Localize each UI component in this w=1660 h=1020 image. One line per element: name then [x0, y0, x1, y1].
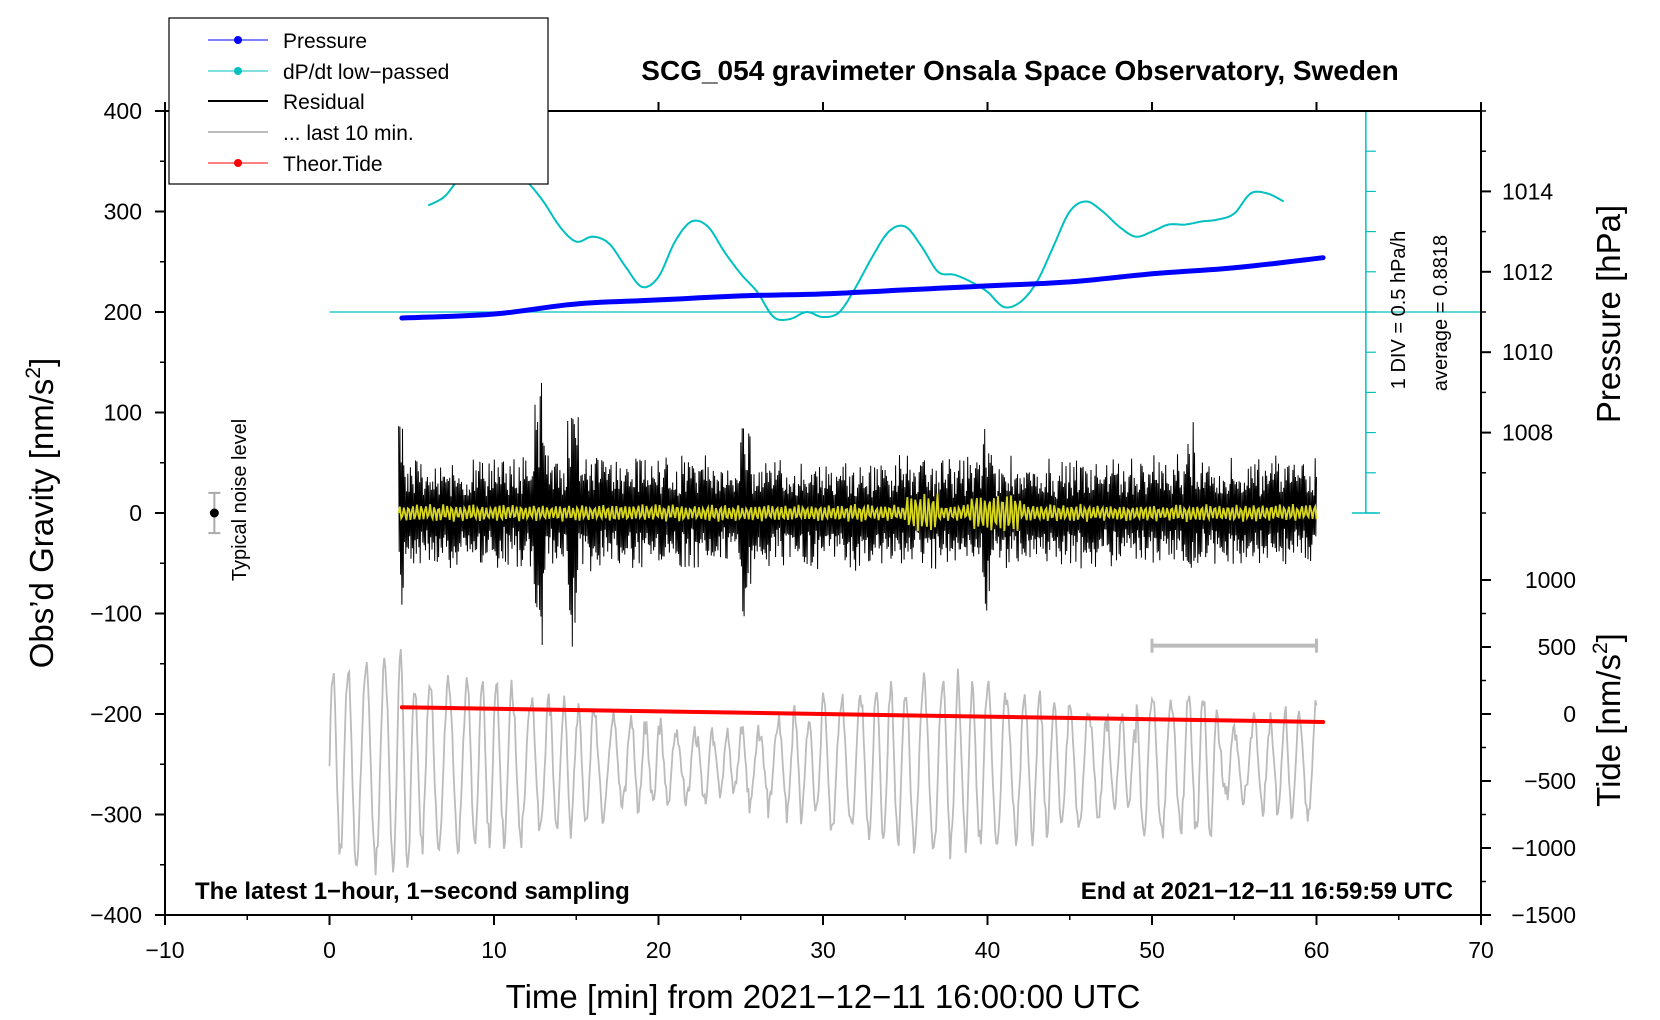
y-tick-label: −200 [90, 701, 142, 727]
legend-item-dpdt: dP/dt low−passed [208, 61, 449, 84]
legend-label: ... last 10 min. [283, 122, 414, 145]
pressure-tick-label: 1014 [1502, 178, 1553, 204]
x-axis-label: Time [min] from 2021−12−11 16:00:00 UTC [506, 978, 1141, 1015]
residual-smoothed-series [397, 493, 1318, 532]
annotation-right: End at 2021−12−11 16:59:59 UTC [1081, 878, 1453, 905]
pressure-tick-label: 1012 [1502, 259, 1553, 285]
tide-series [399, 705, 1326, 724]
y-tick-label: 400 [104, 98, 142, 124]
tide-tick-label: −500 [1524, 768, 1576, 794]
tide-tick-label: −1500 [1511, 902, 1576, 928]
x-tick-label: 30 [810, 937, 836, 963]
y-tick-label: −300 [90, 802, 142, 828]
y-tick-label: −400 [90, 902, 142, 928]
pressure-tick-label: 1008 [1502, 420, 1553, 446]
tide-axis-label: Tide [nm/s2] [1589, 633, 1627, 807]
x-tick-label: 0 [323, 937, 336, 963]
pressure-series [399, 255, 1326, 321]
axes: −10 0 10 20 30 40 50 60 70−400−300−200−100010020… [90, 98, 1576, 963]
x-tick-label: 50 [1139, 937, 1165, 963]
tide-tick-label: 500 [1538, 634, 1576, 660]
last10-series [328, 649, 1318, 876]
legend-label: Theor.Tide [283, 153, 383, 176]
noise-point [209, 508, 219, 518]
legend-label: Pressure [283, 30, 367, 53]
tide-tick-label: −1000 [1511, 835, 1576, 861]
x-tick-label: 10 [481, 937, 507, 963]
legend: Pressure dP/dt low−passed Residual ... l… [168, 17, 549, 185]
tide-tick-label: 1000 [1525, 567, 1576, 593]
legend-item-tide: Theor.Tide [208, 153, 383, 176]
x-tick-label: 70 [1468, 937, 1494, 963]
y-tick-label: 100 [104, 400, 142, 426]
dpdt-div-label: 1 DIV = 0.5 hPa/h [1388, 231, 1410, 389]
annotation-left: The latest 1−hour, 1−second sampling [195, 878, 630, 905]
legend-label: dP/dt low−passed [283, 61, 449, 84]
x-tick-label: −10 [145, 937, 184, 963]
x-tick-label: 40 [975, 937, 1001, 963]
y-tick-label: −100 [90, 601, 142, 627]
legend-item-residual: Residual [208, 91, 365, 114]
pressure-axis-label: Pressure [hPa] [1590, 205, 1627, 423]
noise-level-label: Typical noise level [229, 419, 251, 581]
y-tick-label: 300 [104, 199, 142, 225]
pressure-tick-label: 1010 [1502, 339, 1553, 365]
tide-tick-label: 0 [1563, 701, 1576, 727]
legend-item-pressure: Pressure [208, 30, 367, 53]
legend-item-last10: ... last 10 min. [208, 122, 414, 145]
x-tick-label: 20 [646, 937, 672, 963]
y-tick-label: 0 [129, 500, 142, 526]
chart-title: SCG_054 gravimeter Onsala Space Observat… [641, 55, 1398, 86]
dpdt-series [427, 160, 1285, 321]
y-axis-label: Obs’d Gravity [nm/s2] [22, 358, 60, 669]
legend-label: Residual [283, 91, 365, 114]
x-tick-label: 60 [1304, 937, 1330, 963]
y-tick-label: 200 [104, 299, 142, 325]
dpdt-average-label: average = 0.8818 [1430, 235, 1452, 391]
